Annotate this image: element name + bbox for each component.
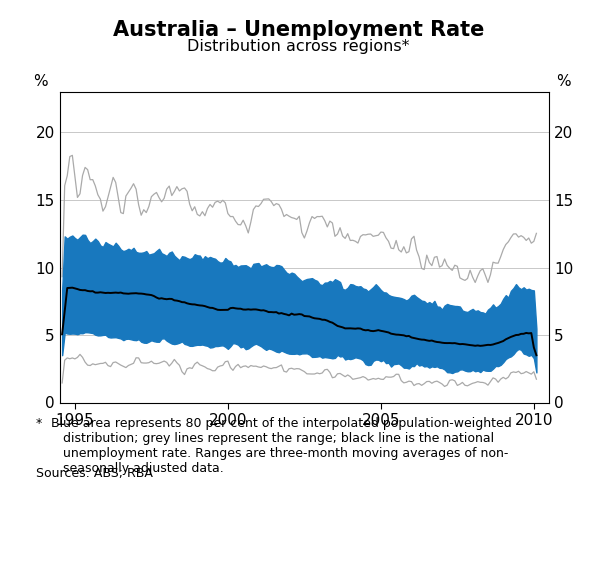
- Text: %: %: [556, 74, 571, 89]
- Text: *: *: [36, 417, 42, 430]
- Text: Australia – Unemployment Rate: Australia – Unemployment Rate: [113, 20, 484, 40]
- Text: %: %: [33, 74, 47, 89]
- Text: Blue area represents 80 per cent of the interpolated population-weighted
   dist: Blue area represents 80 per cent of the …: [51, 417, 512, 475]
- Text: Distribution across regions*: Distribution across regions*: [187, 39, 410, 54]
- Text: Sources: ABS; RBA: Sources: ABS; RBA: [36, 467, 153, 481]
